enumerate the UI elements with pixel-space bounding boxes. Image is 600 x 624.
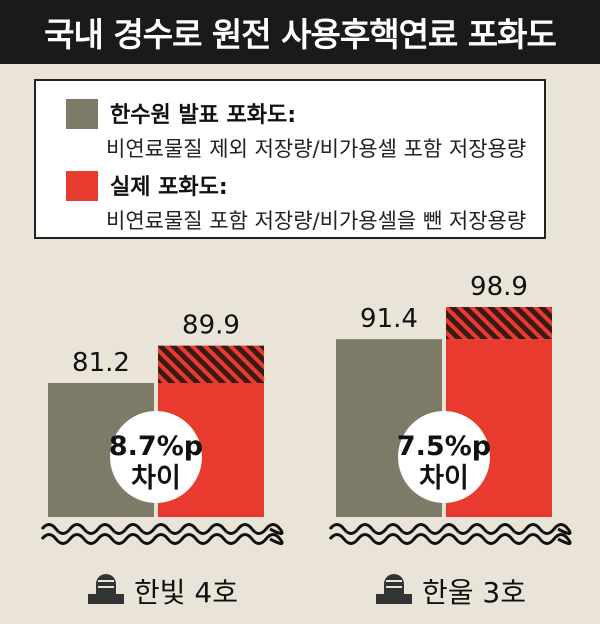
- legend-swatch-announced: [66, 99, 98, 129]
- difference-badge-1: [398, 411, 490, 503]
- legend: 한수원 발표 포화도: 비연료물질 제외 저장량/비가용셀 포함 저장용량 실제…: [34, 79, 546, 239]
- reactor-icon-1: [376, 574, 412, 604]
- legend-title-actual: 실제 포화도:: [110, 175, 228, 200]
- reactor-icon-0: [88, 574, 124, 604]
- category-label-0: 한빛 4호: [134, 576, 238, 609]
- legend-desc-announced: 비연료물질 제외 저장량/비가용셀 포함 저장용량: [106, 137, 527, 161]
- value-label-actual-1: 98.9: [470, 272, 528, 302]
- bar-difference-1: [446, 307, 552, 340]
- bar-difference-0: [158, 345, 264, 383]
- legend-title-announced: 한수원 발표 포화도:: [110, 103, 297, 128]
- value-label-announced-0: 81.2: [72, 348, 130, 378]
- difference-value-1: 7.5%p: [397, 431, 491, 462]
- legend-desc-actual: 비연료물질 포함 저장량/비가용셀을 뺀 저장용량: [106, 209, 527, 233]
- legend-swatch-actual: [66, 171, 98, 201]
- value-label-actual-0: 89.9: [182, 311, 240, 341]
- break-line-top-1: [328, 523, 572, 535]
- difference-badge-0: [110, 411, 202, 503]
- chart-title: 국내 경수로 원전 사용후핵연료 포화도: [0, 0, 600, 64]
- difference-caption-1: 차이: [419, 463, 469, 494]
- difference-value-0: 8.7%p: [109, 431, 203, 462]
- difference-caption-0: 차이: [131, 463, 181, 494]
- break-line-top-0: [40, 523, 284, 535]
- category-label-1: 한울 3호: [422, 576, 526, 609]
- break-line-bottom-0: [40, 533, 284, 545]
- value-label-announced-1: 91.4: [360, 304, 418, 334]
- break-line-bottom-1: [328, 533, 572, 545]
